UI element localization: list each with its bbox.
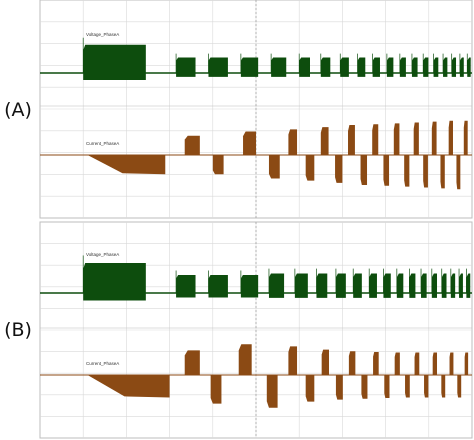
chart-panel-b: (B) Voltage_PhaseA Current_PhaseA xyxy=(4,221,473,439)
current-pulse-positive xyxy=(373,352,379,375)
current-pulse-positive xyxy=(372,124,379,155)
current-pulse-negative xyxy=(441,375,446,398)
voltage-burst xyxy=(421,273,427,298)
voltage-burst xyxy=(268,273,285,298)
voltage-burst xyxy=(176,57,196,77)
current-pulse-negative xyxy=(335,155,343,183)
voltage-burst xyxy=(466,273,471,298)
current-pulse-positive xyxy=(464,352,469,375)
series-current: Current_PhaseA xyxy=(40,120,472,190)
voltage-burst xyxy=(357,57,366,77)
voltage-burst xyxy=(383,273,391,298)
voltage-burst xyxy=(294,273,308,298)
voltage-burst xyxy=(399,57,406,77)
series-current: Current_PhaseA xyxy=(40,344,472,408)
series-voltage: Voltage_PhaseA xyxy=(40,252,472,301)
current-pulse-negative xyxy=(268,155,280,179)
current-pulse-negative xyxy=(305,155,315,181)
voltage-burst xyxy=(459,273,463,298)
current-pulse-positive xyxy=(243,131,256,155)
voltage-burst xyxy=(240,274,259,298)
panel-label: (A) xyxy=(4,99,32,121)
current-pulse-negative xyxy=(210,375,222,404)
voltage-burst xyxy=(369,273,377,298)
current-ramp xyxy=(87,155,166,175)
voltage-burst xyxy=(451,57,457,77)
current-pulse-positive xyxy=(449,352,454,375)
voltage-burst xyxy=(83,262,146,301)
voltage-burst xyxy=(467,57,471,77)
voltage-burst xyxy=(450,273,456,298)
current-pulse-positive xyxy=(394,352,400,375)
current-pulse-positive xyxy=(184,135,200,155)
current-pulse-positive xyxy=(463,120,468,155)
voltage-burst xyxy=(353,273,362,298)
voltage-burst xyxy=(409,273,416,298)
voltage-burst xyxy=(459,57,464,77)
voltage-burst xyxy=(335,273,346,298)
current-pulse-negative xyxy=(384,375,390,398)
current-pulse-negative xyxy=(212,155,224,175)
voltage-burst xyxy=(423,57,429,77)
voltage-burst xyxy=(411,57,418,77)
current-pulse-positive xyxy=(348,351,356,375)
current-pulse-negative xyxy=(335,375,343,400)
voltage-burst xyxy=(316,273,328,298)
current-pulse-negative xyxy=(457,375,462,398)
current-pulse-negative xyxy=(424,375,429,398)
voltage-burst xyxy=(443,57,448,77)
current-pulse-positive xyxy=(431,121,437,155)
current-pulse-positive xyxy=(448,120,453,155)
current-pulse-positive xyxy=(432,352,438,375)
current-pulse-positive xyxy=(321,349,330,375)
current-pulse-negative xyxy=(440,155,445,189)
voltage-burst xyxy=(386,57,394,77)
voltage-burst xyxy=(208,274,228,298)
voltage-burst xyxy=(433,57,439,77)
current-pulse-negative xyxy=(383,155,390,186)
current-pulse-positive xyxy=(320,127,329,155)
current-pulse-positive xyxy=(393,123,400,155)
voltage-burst xyxy=(340,57,349,77)
voltage-burst xyxy=(431,273,438,298)
current-pulse-negative xyxy=(405,375,410,398)
current-pulse-negative xyxy=(266,375,278,408)
voltage-burst xyxy=(208,57,228,77)
current-pulse-positive xyxy=(184,350,200,375)
voltage-burst xyxy=(83,44,146,81)
series-voltage: Voltage_PhaseA xyxy=(40,32,472,81)
voltage-burst xyxy=(372,57,380,77)
current-pulse-positive xyxy=(348,125,355,155)
current-pulse-negative xyxy=(456,155,461,190)
voltage-burst xyxy=(271,57,287,77)
current-pulse-positive xyxy=(413,122,419,155)
current-pulse-negative xyxy=(423,155,428,188)
voltage-burst xyxy=(176,274,196,298)
series-label: Voltage_PhaseA xyxy=(86,252,119,257)
current-pulse-negative xyxy=(361,375,368,399)
series-label: Current_PhaseA xyxy=(86,361,119,366)
current-pulse-negative xyxy=(305,375,315,402)
series-label: Current_PhaseA xyxy=(86,141,119,146)
voltage-burst xyxy=(396,273,404,298)
current-pulse-positive xyxy=(238,344,252,375)
current-pulse-positive xyxy=(288,129,298,155)
current-pulse-positive xyxy=(414,352,420,375)
voltage-burst xyxy=(320,57,331,77)
current-pulse-negative xyxy=(404,155,410,187)
current-pulse-negative xyxy=(360,155,368,185)
voltage-burst xyxy=(240,57,259,77)
voltage-burst xyxy=(441,273,447,298)
current-ramp xyxy=(87,375,170,398)
current-pulse-positive xyxy=(288,346,298,375)
voltage-burst xyxy=(299,57,310,77)
chart-panel-a: (A) Voltage_PhaseA Current_PhaseA xyxy=(4,0,473,219)
panel-label: (B) xyxy=(4,319,32,341)
series-label: Voltage_PhaseA xyxy=(86,32,119,37)
